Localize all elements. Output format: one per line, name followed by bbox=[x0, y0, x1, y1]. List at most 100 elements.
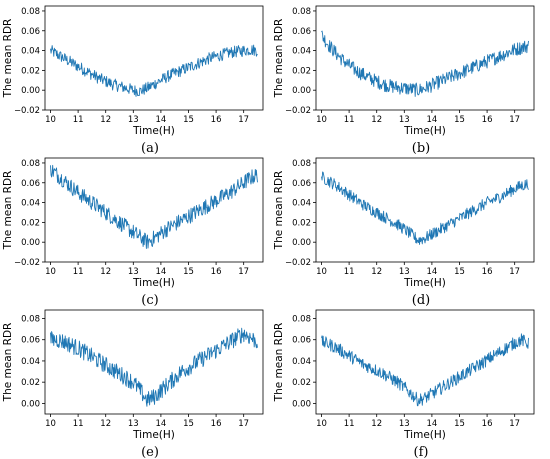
y-axis-label: The mean RDR bbox=[273, 323, 285, 403]
x-axis-label: Time(H) bbox=[132, 429, 175, 441]
series-line bbox=[50, 327, 258, 407]
axes-frame bbox=[315, 309, 535, 415]
x-tick-label: 16 bbox=[482, 419, 493, 429]
y-axis-label: The mean RDR bbox=[273, 171, 285, 251]
x-tick-label: 12 bbox=[100, 115, 111, 125]
y-tick-label: 0.06 bbox=[21, 179, 40, 189]
chart-panel: 10 11 12 13 14 15 16 17 −0.02 0.00 0.02 0.04 0.06 0.0… bbox=[273, 5, 535, 156]
panel-caption: (b) bbox=[412, 141, 430, 156]
x-tick-label: 14 bbox=[426, 115, 437, 125]
y-tick-label: 0.06 bbox=[292, 336, 311, 346]
y-tick-label: 0.02 bbox=[292, 66, 311, 76]
x-tick-label: 15 bbox=[454, 267, 465, 277]
y-tick-label: 0.08 bbox=[292, 7, 311, 17]
x-tick-label: 17 bbox=[238, 419, 249, 429]
x-tick-label: 12 bbox=[100, 419, 111, 429]
y-tick-label: 0.04 bbox=[21, 357, 40, 367]
x-tick-label: 14 bbox=[155, 419, 166, 429]
x-tick-label: 10 bbox=[45, 419, 56, 429]
axes-frame bbox=[315, 157, 535, 263]
x-tick-label: 14 bbox=[426, 267, 437, 277]
x-tick-label: 11 bbox=[73, 115, 84, 125]
chart-panel: 10 11 12 13 14 15 16 17 0.00 0.02 0.04 0.06 0.08 Time… bbox=[2, 309, 264, 459]
series-line bbox=[321, 30, 529, 97]
axes-frame bbox=[44, 157, 264, 263]
y-tick-label: 0.00 bbox=[292, 399, 311, 409]
x-tick-label: 10 bbox=[316, 115, 327, 125]
chart-panel: 10 11 12 13 14 15 16 17 −0.02 0.00 0.02 0.04 0.06 0.0… bbox=[2, 157, 264, 308]
y-tick-label: 0.02 bbox=[292, 378, 311, 388]
y-tick-label: 0.02 bbox=[292, 218, 311, 228]
x-tick-label: 15 bbox=[454, 115, 465, 125]
x-tick-label: 15 bbox=[454, 419, 465, 429]
x-tick-label: 10 bbox=[316, 267, 327, 277]
y-tick-label: 0.08 bbox=[21, 159, 40, 169]
panel-caption: (d) bbox=[412, 293, 430, 308]
x-tick-label: 10 bbox=[316, 419, 327, 429]
x-tick-label: 13 bbox=[399, 267, 410, 277]
series-line bbox=[50, 164, 258, 249]
x-tick-label: 13 bbox=[128, 267, 139, 277]
x-tick-label: 12 bbox=[371, 267, 382, 277]
x-tick-label: 17 bbox=[238, 267, 249, 277]
y-axis-label: The mean RDR bbox=[2, 19, 14, 99]
x-tick-label: 14 bbox=[155, 267, 166, 277]
x-tick-label: 13 bbox=[399, 115, 410, 125]
x-tick-label: 15 bbox=[183, 115, 194, 125]
x-tick-label: 17 bbox=[238, 115, 249, 125]
x-tick-label: 11 bbox=[344, 267, 355, 277]
y-tick-label: 0.02 bbox=[21, 378, 40, 388]
x-tick-label: 16 bbox=[211, 115, 222, 125]
axes-frame bbox=[44, 5, 264, 111]
x-tick-label: 11 bbox=[344, 115, 355, 125]
y-tick-label: −0.02 bbox=[14, 258, 40, 268]
series-line bbox=[321, 333, 529, 407]
series-line bbox=[50, 44, 258, 97]
x-tick-label: 13 bbox=[128, 419, 139, 429]
y-tick-label: 0.04 bbox=[21, 47, 40, 57]
x-tick-label: 13 bbox=[128, 115, 139, 125]
panel-caption: (e) bbox=[141, 445, 159, 459]
y-tick-label: 0.00 bbox=[21, 399, 40, 409]
panel-caption: (c) bbox=[141, 293, 158, 308]
chart-panel: 10 11 12 13 14 15 16 17 −0.02 0.00 0.02 0.04 0.06 0.0… bbox=[2, 5, 264, 156]
x-tick-label: 14 bbox=[155, 115, 166, 125]
x-tick-label: 11 bbox=[73, 267, 84, 277]
y-tick-label: 0.04 bbox=[292, 357, 311, 367]
y-tick-label: 0.06 bbox=[292, 179, 311, 189]
series-line bbox=[321, 171, 529, 245]
x-tick-label: 15 bbox=[183, 419, 194, 429]
y-tick-label: 0.00 bbox=[292, 86, 311, 96]
x-tick-label: 13 bbox=[399, 419, 410, 429]
y-tick-label: −0.02 bbox=[14, 106, 40, 116]
axes-frame bbox=[44, 309, 264, 415]
x-tick-label: 17 bbox=[509, 419, 520, 429]
x-tick-label: 14 bbox=[426, 419, 437, 429]
y-tick-label: 0.00 bbox=[21, 238, 40, 248]
x-tick-label: 16 bbox=[482, 115, 493, 125]
x-axis-label: Time(H) bbox=[403, 125, 446, 137]
x-tick-label: 17 bbox=[509, 115, 520, 125]
y-axis-label: The mean RDR bbox=[273, 19, 285, 99]
y-tick-label: 0.04 bbox=[292, 199, 311, 209]
y-tick-label: 0.02 bbox=[21, 218, 40, 228]
x-tick-label: 12 bbox=[100, 267, 111, 277]
x-tick-label: 10 bbox=[45, 267, 56, 277]
panel-caption: (a) bbox=[141, 141, 159, 156]
x-axis-label: Time(H) bbox=[403, 277, 446, 289]
x-tick-label: 15 bbox=[183, 267, 194, 277]
chart-panel: 10 11 12 13 14 15 16 17 −0.02 0.00 0.02 0.04 0.06 0.0… bbox=[273, 157, 535, 308]
y-tick-label: 0.06 bbox=[21, 336, 40, 346]
x-tick-label: 12 bbox=[371, 419, 382, 429]
chart-panel: 10 11 12 13 14 15 16 17 0.00 0.02 0.04 0.06 0.08 Time… bbox=[273, 309, 535, 459]
y-tick-label: 0.06 bbox=[292, 27, 311, 37]
y-tick-label: 0.08 bbox=[292, 159, 311, 169]
y-tick-label: 0.00 bbox=[21, 86, 40, 96]
y-tick-label: 0.08 bbox=[292, 314, 311, 324]
x-tick-label: 16 bbox=[482, 267, 493, 277]
panel-caption: (f) bbox=[414, 445, 429, 459]
y-tick-label: 0.08 bbox=[21, 314, 40, 324]
y-axis-label: The mean RDR bbox=[2, 171, 14, 251]
x-tick-label: 11 bbox=[344, 419, 355, 429]
